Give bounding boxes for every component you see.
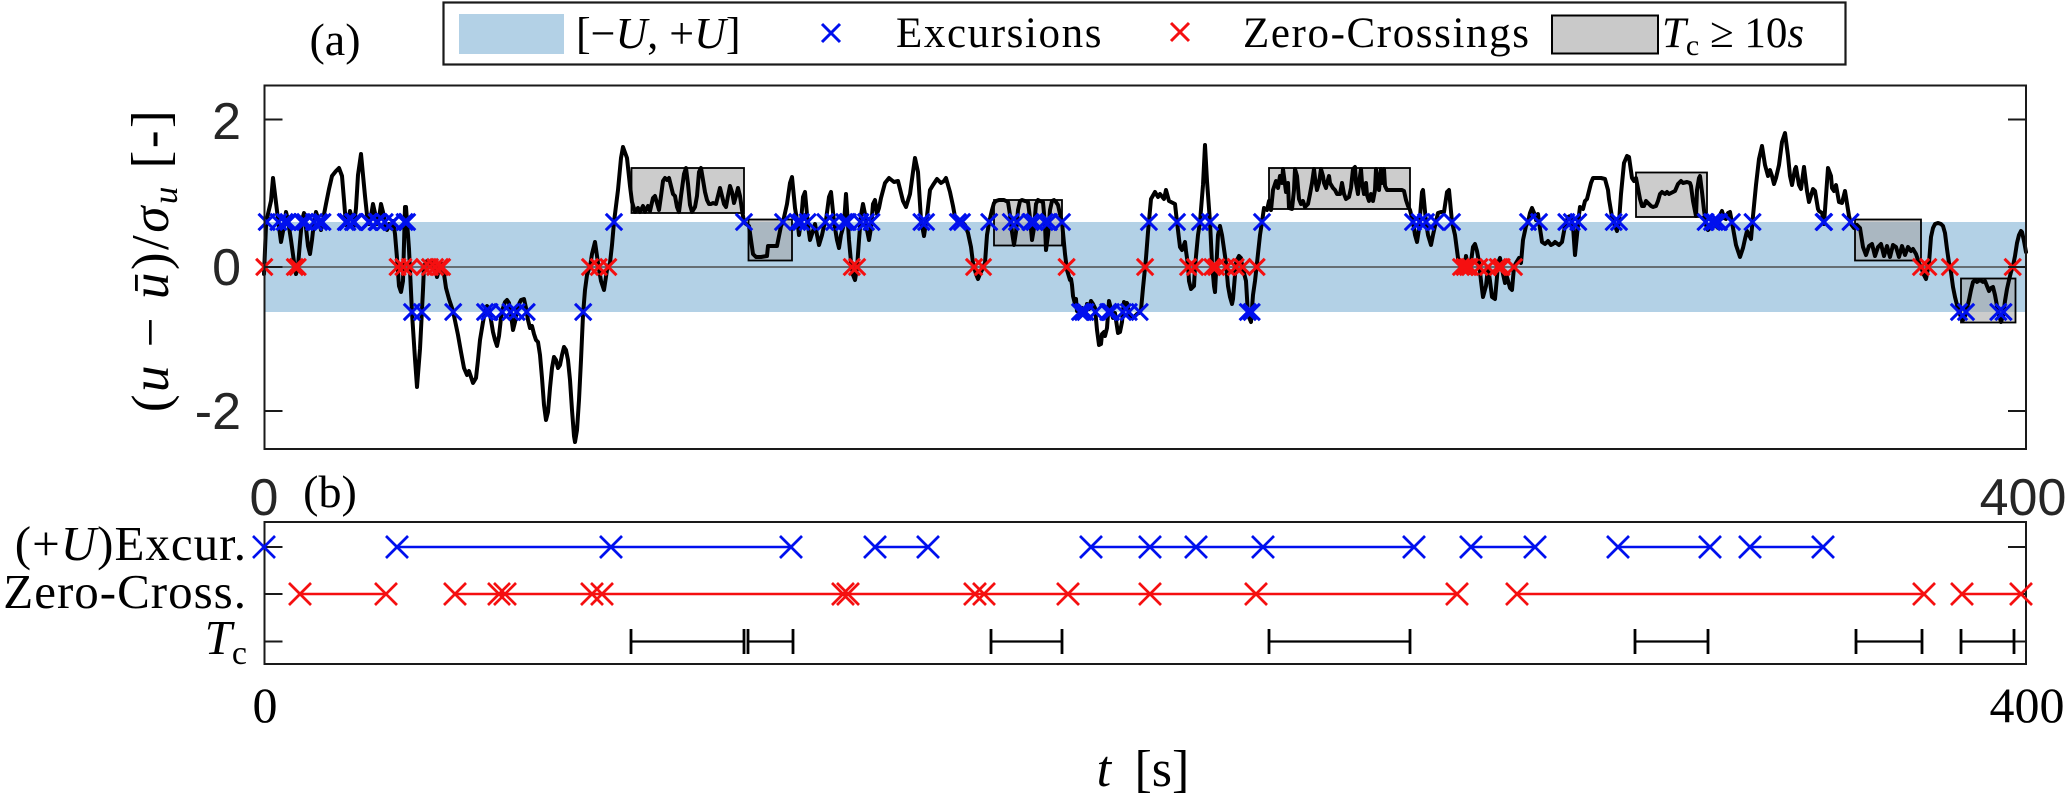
svg-text:400: 400	[1990, 677, 2065, 733]
svg-text:Zero-Crossings: Zero-Crossings	[1243, 10, 1531, 57]
svg-text:-2: -2	[195, 383, 241, 441]
svg-text:Tc: Tc	[205, 610, 247, 672]
svg-text:0: 0	[250, 469, 279, 527]
svg-text:400: 400	[1980, 469, 2067, 527]
svg-text:(+U)Excur.: (+U)Excur.	[15, 516, 247, 571]
svg-text:2: 2	[212, 93, 241, 151]
svg-text:(b): (b)	[303, 466, 357, 517]
svg-text:[−U, +U]: [−U, +U]	[576, 9, 741, 58]
svg-text:Excursions: Excursions	[896, 10, 1103, 57]
svg-text:t [s]: t [s]	[1097, 741, 1190, 798]
svg-text:(a): (a)	[309, 14, 360, 65]
svg-text:0: 0	[212, 239, 241, 297]
svg-text:(u − ū)/σu [-]: (u − ū)/σu [-]	[122, 108, 185, 412]
svg-text:0: 0	[253, 677, 278, 733]
svg-text:Tc ≥ 10s: Tc ≥ 10s	[1662, 10, 1804, 62]
svg-text:Zero-Cross.: Zero-Cross.	[3, 564, 247, 619]
